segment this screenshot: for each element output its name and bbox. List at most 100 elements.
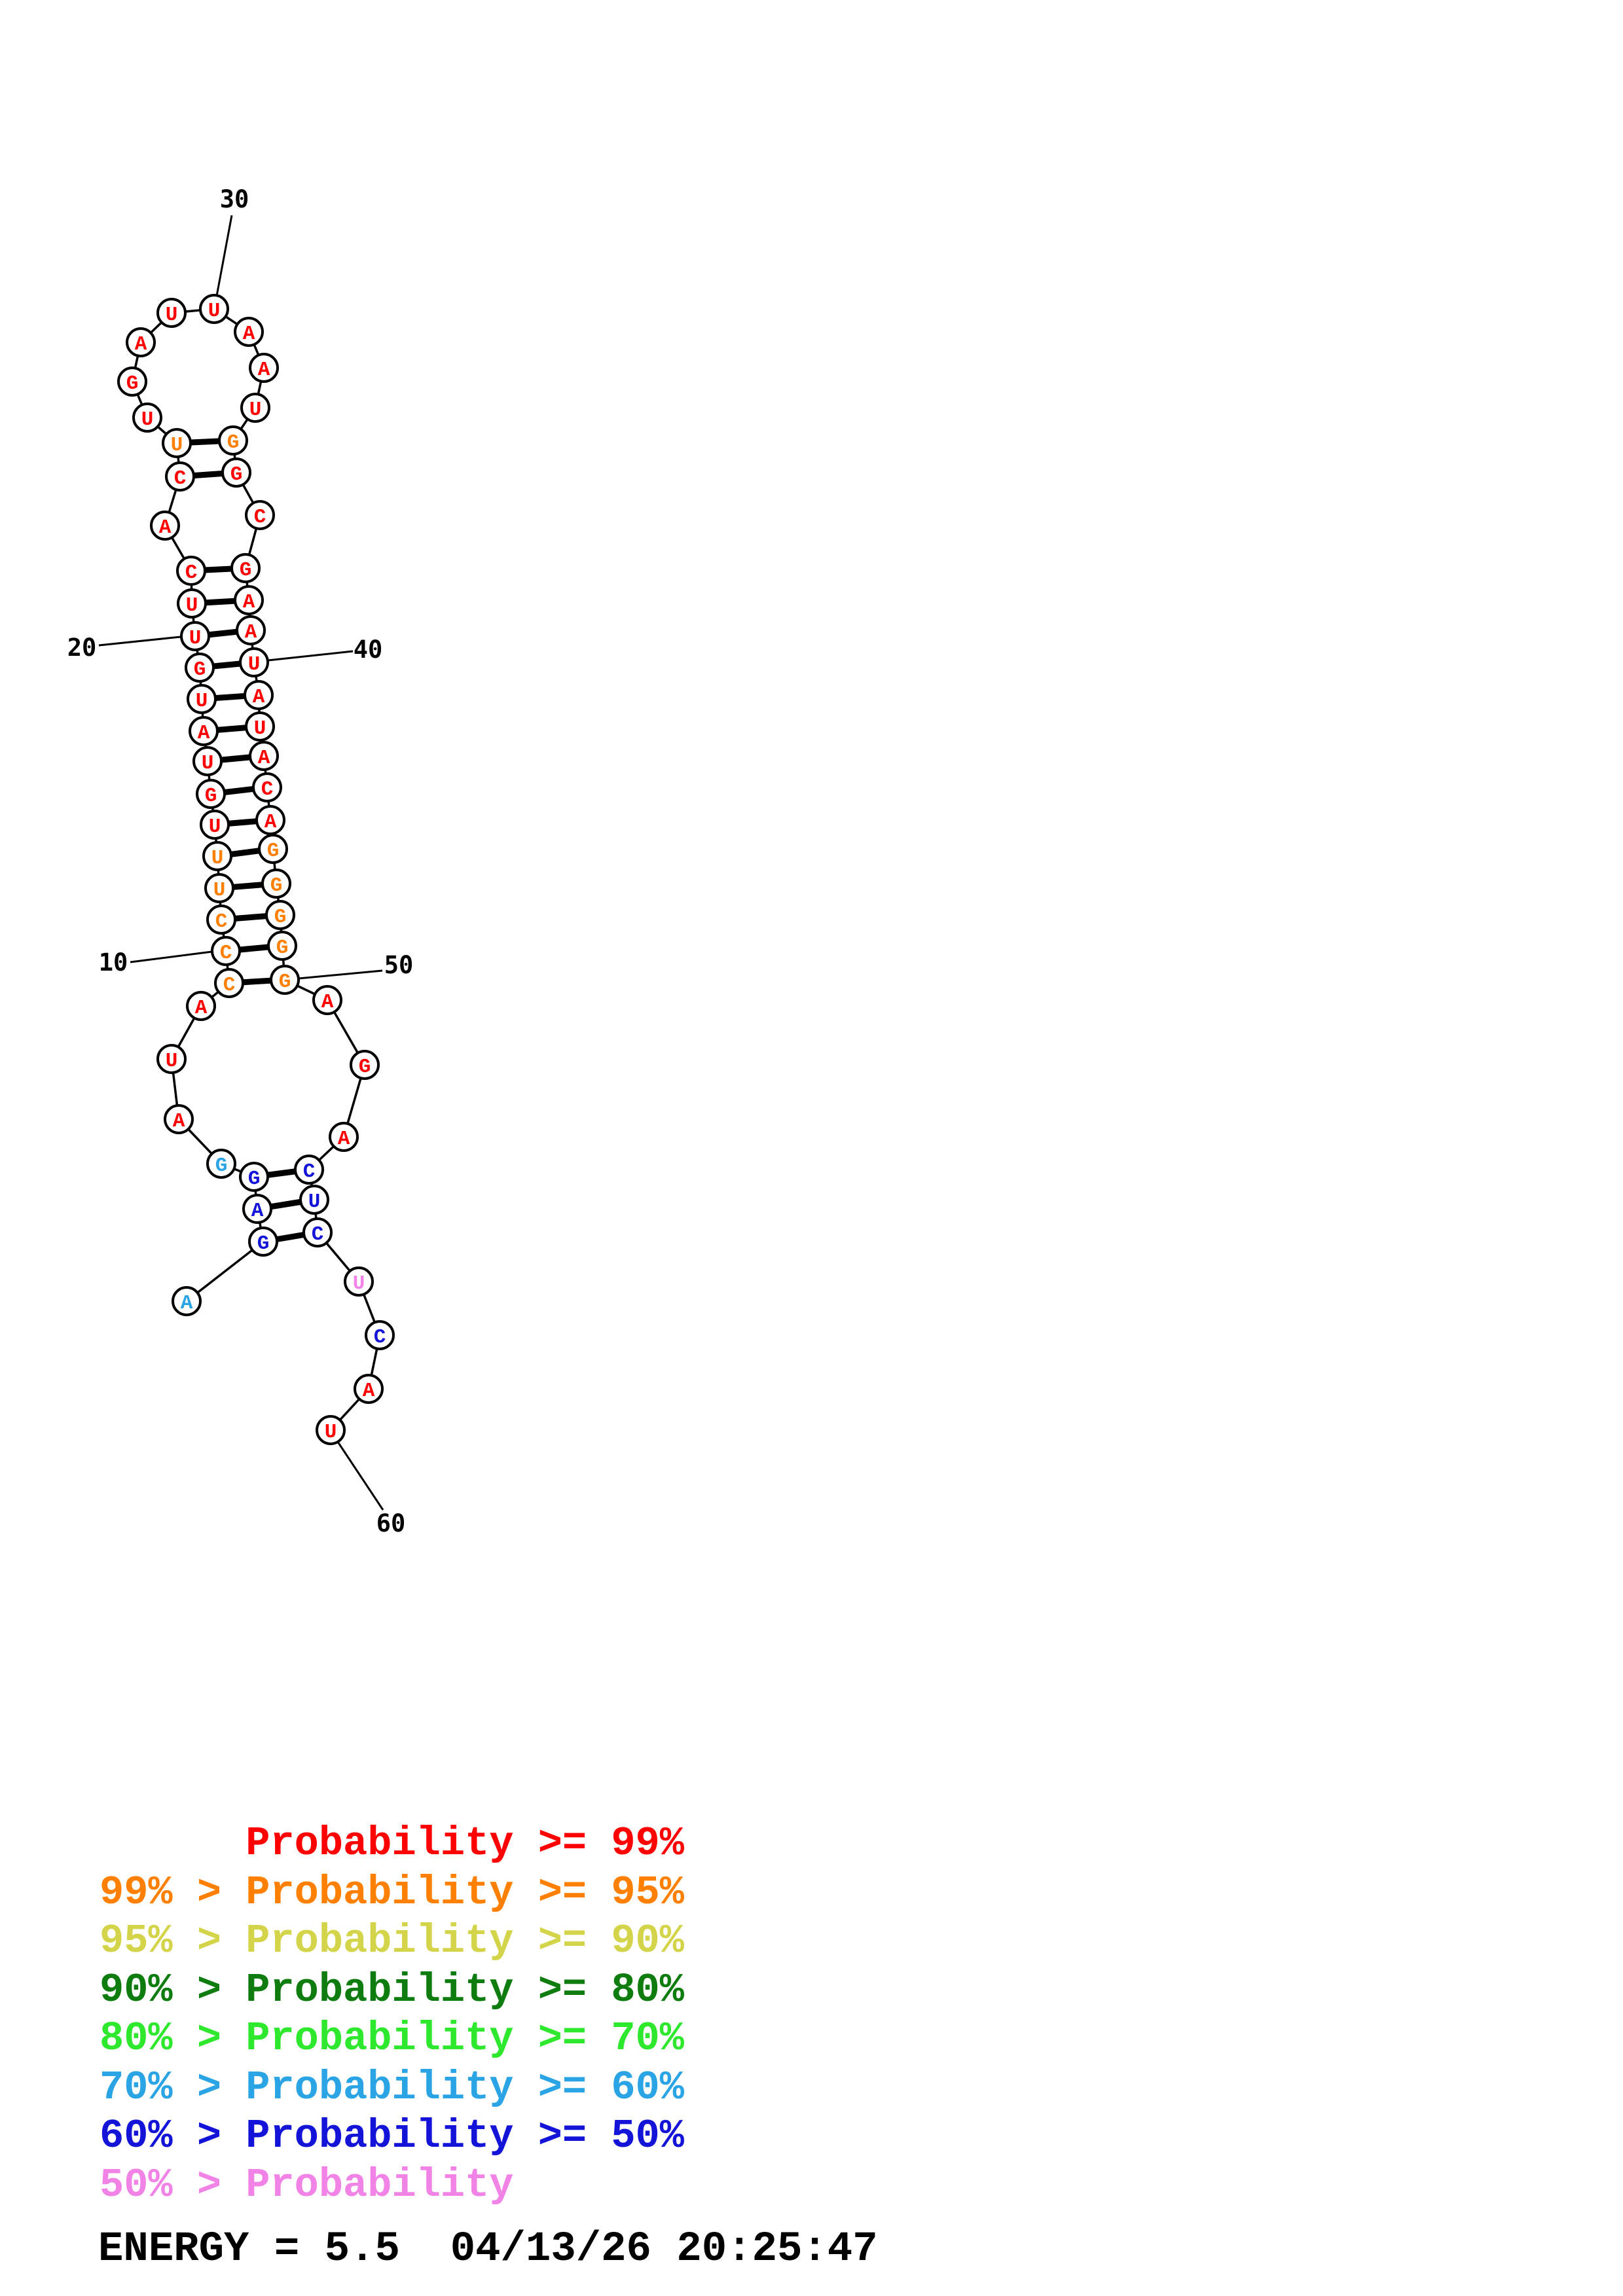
nucleotide-circle	[202, 841, 232, 871]
nucleotide-base: A	[321, 991, 334, 1014]
nucleotide-circle	[156, 298, 187, 328]
nucleotide-base: C	[374, 1326, 386, 1349]
nucleotide-base: C	[220, 942, 232, 965]
nucleotide-base: A	[181, 1292, 193, 1315]
nucleotide-circle	[242, 1194, 272, 1224]
position-label: 60	[376, 1509, 406, 1537]
nucleotide-circle	[156, 1044, 187, 1074]
nucleotide-base: U	[208, 300, 221, 323]
nucleotide-base: C	[215, 910, 228, 933]
nucleotide-circle	[312, 985, 342, 1015]
nucleotide-circle	[180, 621, 210, 651]
nucleotide-base: A	[363, 1380, 375, 1403]
nucleotide-base: G	[205, 785, 217, 808]
nucleotide-base: G	[359, 1056, 371, 1079]
nucleotide-circle	[189, 716, 219, 746]
nucleotide-circle	[176, 556, 206, 586]
nucleotide-base: G	[267, 840, 280, 863]
nucleotide-base: A	[173, 1110, 185, 1133]
nucleotide-circle	[245, 500, 275, 530]
position-label: 50	[384, 951, 414, 979]
nucleotide-circle	[294, 1155, 324, 1185]
nucleotide-base: A	[243, 323, 255, 346]
nucleotide-circle	[270, 965, 300, 995]
nucleotide-base: G	[230, 463, 243, 486]
nucleotide-circle	[350, 1050, 380, 1080]
position-label: 30	[220, 185, 249, 213]
energy-line: ENERGY = 5.5 04/13/26 20:25:47	[98, 2226, 878, 2273]
nucleotide-base: U	[196, 690, 208, 713]
nucleotide-circle	[132, 403, 162, 433]
nucleotide-base: U	[325, 1421, 337, 1444]
nucleotide-base: U	[209, 816, 221, 838]
nucleotide-base: U	[353, 1272, 365, 1295]
nucleotide-circle	[299, 1185, 329, 1215]
nucleotide-base: U	[202, 752, 214, 775]
nucleotide-base: G	[240, 559, 252, 582]
nucleotide-circle	[165, 461, 195, 492]
nucleotide-circle	[245, 711, 275, 742]
nucleotide-base: C	[261, 778, 274, 801]
nucleotide-base: G	[279, 971, 291, 994]
nucleotide-base: C	[254, 506, 266, 529]
nucleotide-circle	[199, 294, 229, 324]
nucleotide-circle	[162, 428, 192, 458]
nucleotide-circle	[316, 1415, 346, 1445]
nucleotide-circle	[221, 457, 251, 488]
nucleotide-circle	[218, 425, 248, 456]
position-label-line	[337, 1441, 384, 1511]
nucleotide-circle	[239, 1162, 269, 1192]
nucleotide-circle	[354, 1374, 384, 1404]
legend-row: Probability >= 99%	[100, 1820, 684, 1867]
probability-legend: Probability >= 99% 99% > Probability >= 9…	[100, 1820, 684, 2210]
nucleotide-circle	[206, 905, 236, 935]
legend-row: 60% > Probability >= 50%	[100, 2113, 684, 2159]
nucleotide-base: U	[171, 434, 183, 457]
nucleotide-base: C	[185, 562, 198, 584]
nucleotide-circle	[236, 615, 266, 645]
nucleotide-base: G	[215, 1155, 228, 1177]
nucleotide-circle	[214, 968, 244, 998]
nucleotide-base: A	[251, 1200, 264, 1223]
nucleotide-base: G	[257, 1232, 270, 1255]
nucleotide-base: U	[166, 1050, 178, 1073]
nucleotide-circle	[252, 772, 282, 802]
nucleotide-base: A	[198, 722, 210, 745]
nucleotide-base: U	[189, 627, 202, 650]
nucleotide-base: G	[274, 906, 287, 929]
nucleotide-circle	[248, 1227, 278, 1257]
nucleotide-circle	[211, 936, 241, 966]
position-label-line	[98, 636, 181, 647]
nucleotide-base: G	[126, 372, 139, 395]
position-label: 20	[67, 634, 97, 662]
nucleotide-base: G	[227, 431, 240, 454]
nucleotide-circle	[164, 1104, 194, 1134]
nucleotide-circle	[192, 746, 223, 776]
nucleotide-circle	[187, 684, 217, 714]
legend-row: 50% > Probability	[100, 2161, 514, 2208]
nucleotide-base: A	[135, 333, 147, 356]
position-label: 10	[99, 948, 128, 977]
nucleotide-circle	[206, 1149, 236, 1179]
nucleotide-circle	[265, 900, 295, 930]
nucleotide-circle	[261, 869, 291, 899]
nucleotide-base: A	[245, 621, 257, 644]
nucleotide-base: U	[211, 847, 224, 870]
nucleotide-circle	[172, 1286, 202, 1316]
nucleotide-circle	[267, 931, 297, 961]
nucleotide-base: C	[174, 467, 187, 490]
nucleotide-base: A	[159, 516, 172, 539]
nucleotide-circle	[249, 353, 279, 383]
nucleotide-base: G	[270, 874, 283, 897]
nucleotide-base: A	[264, 811, 277, 834]
legend-row: 70% > Probability >= 60%	[100, 2064, 684, 2111]
nucleotide-base: U	[308, 1191, 321, 1213]
nucleotide-base: U	[249, 399, 262, 422]
nucleotide-circle	[196, 779, 226, 809]
position-label-line	[215, 215, 233, 296]
nucleotide-circle	[117, 367, 147, 397]
nucleotide-circle	[365, 1320, 395, 1350]
nucleotide-circle	[244, 680, 274, 710]
